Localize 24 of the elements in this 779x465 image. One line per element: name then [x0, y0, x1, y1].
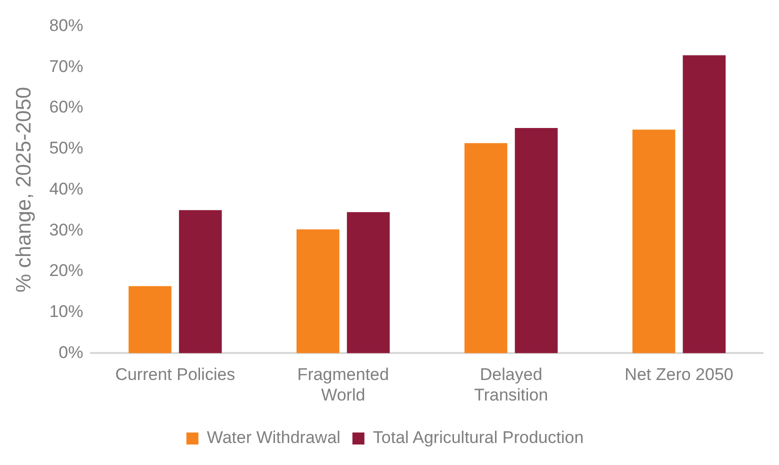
y-tick-label: 70% — [49, 56, 84, 76]
x-tick-label: Net Zero 2050 — [624, 365, 734, 384]
bar — [464, 143, 508, 354]
y-tick-label: 20% — [49, 261, 84, 280]
legend-label: Water Withdrawal — [206, 428, 340, 448]
y-tick-label: 60% — [49, 98, 84, 117]
bar — [128, 286, 172, 354]
bar — [178, 210, 222, 354]
legend-label: Total Agricultural Production — [372, 428, 584, 448]
x-tick-label: Fragmented World — [297, 365, 389, 404]
y-tick-label: 80% — [49, 16, 84, 35]
y-tick-label: 50% — [49, 138, 84, 158]
bar — [514, 128, 558, 354]
x-tick-label: Delayed Transition — [474, 365, 548, 404]
bar — [682, 55, 726, 354]
y-tick-label: 0% — [58, 342, 84, 362]
y-axis-title: % change, 2025-2050 — [12, 86, 36, 292]
bar — [632, 130, 676, 354]
y-tick-label: 30% — [49, 220, 84, 240]
bar — [346, 212, 390, 354]
y-tick-label: 40% — [49, 179, 84, 198]
y-tick-label: 10% — [49, 302, 84, 322]
bar — [296, 229, 340, 354]
x-tick-label: Current Policies — [115, 365, 236, 384]
